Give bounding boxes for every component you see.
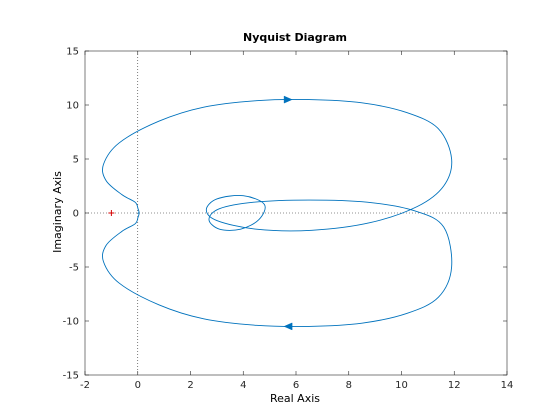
x-axis-label: Real Axis [270, 392, 320, 405]
x-tick-label: 2 [187, 380, 193, 391]
x-tick-label: 0 [135, 380, 141, 391]
y-tick-label: 5 [73, 155, 79, 166]
x-tick-label: 6 [293, 380, 299, 391]
x-tick-label: 14 [501, 380, 514, 391]
y-tick-label: 0 [73, 209, 79, 220]
direction-arrow [283, 95, 293, 104]
y-tick-label: -5 [69, 263, 79, 274]
y-tick-label: 10 [66, 101, 79, 112]
y-tick-label: 15 [66, 47, 79, 58]
y-axis-label: Imaginary Axis [51, 171, 64, 253]
chart-title: Nyquist Diagram [243, 31, 347, 44]
x-tick-label: 10 [395, 380, 408, 391]
nyquist-curve [102, 98, 453, 328]
direction-arrow [283, 322, 293, 331]
x-tick-label: 12 [448, 380, 461, 391]
x-tick-label: -2 [80, 380, 90, 391]
plot-area: -2 0 2 4 6 8 10 12 14 -15 -10 -5 0 5 10 15 [63, 47, 514, 392]
x-tick-label: 8 [346, 380, 352, 391]
x-tick-label: 4 [240, 380, 246, 391]
y-tick-label: -10 [63, 317, 79, 328]
y-tick-label: -15 [63, 371, 79, 382]
